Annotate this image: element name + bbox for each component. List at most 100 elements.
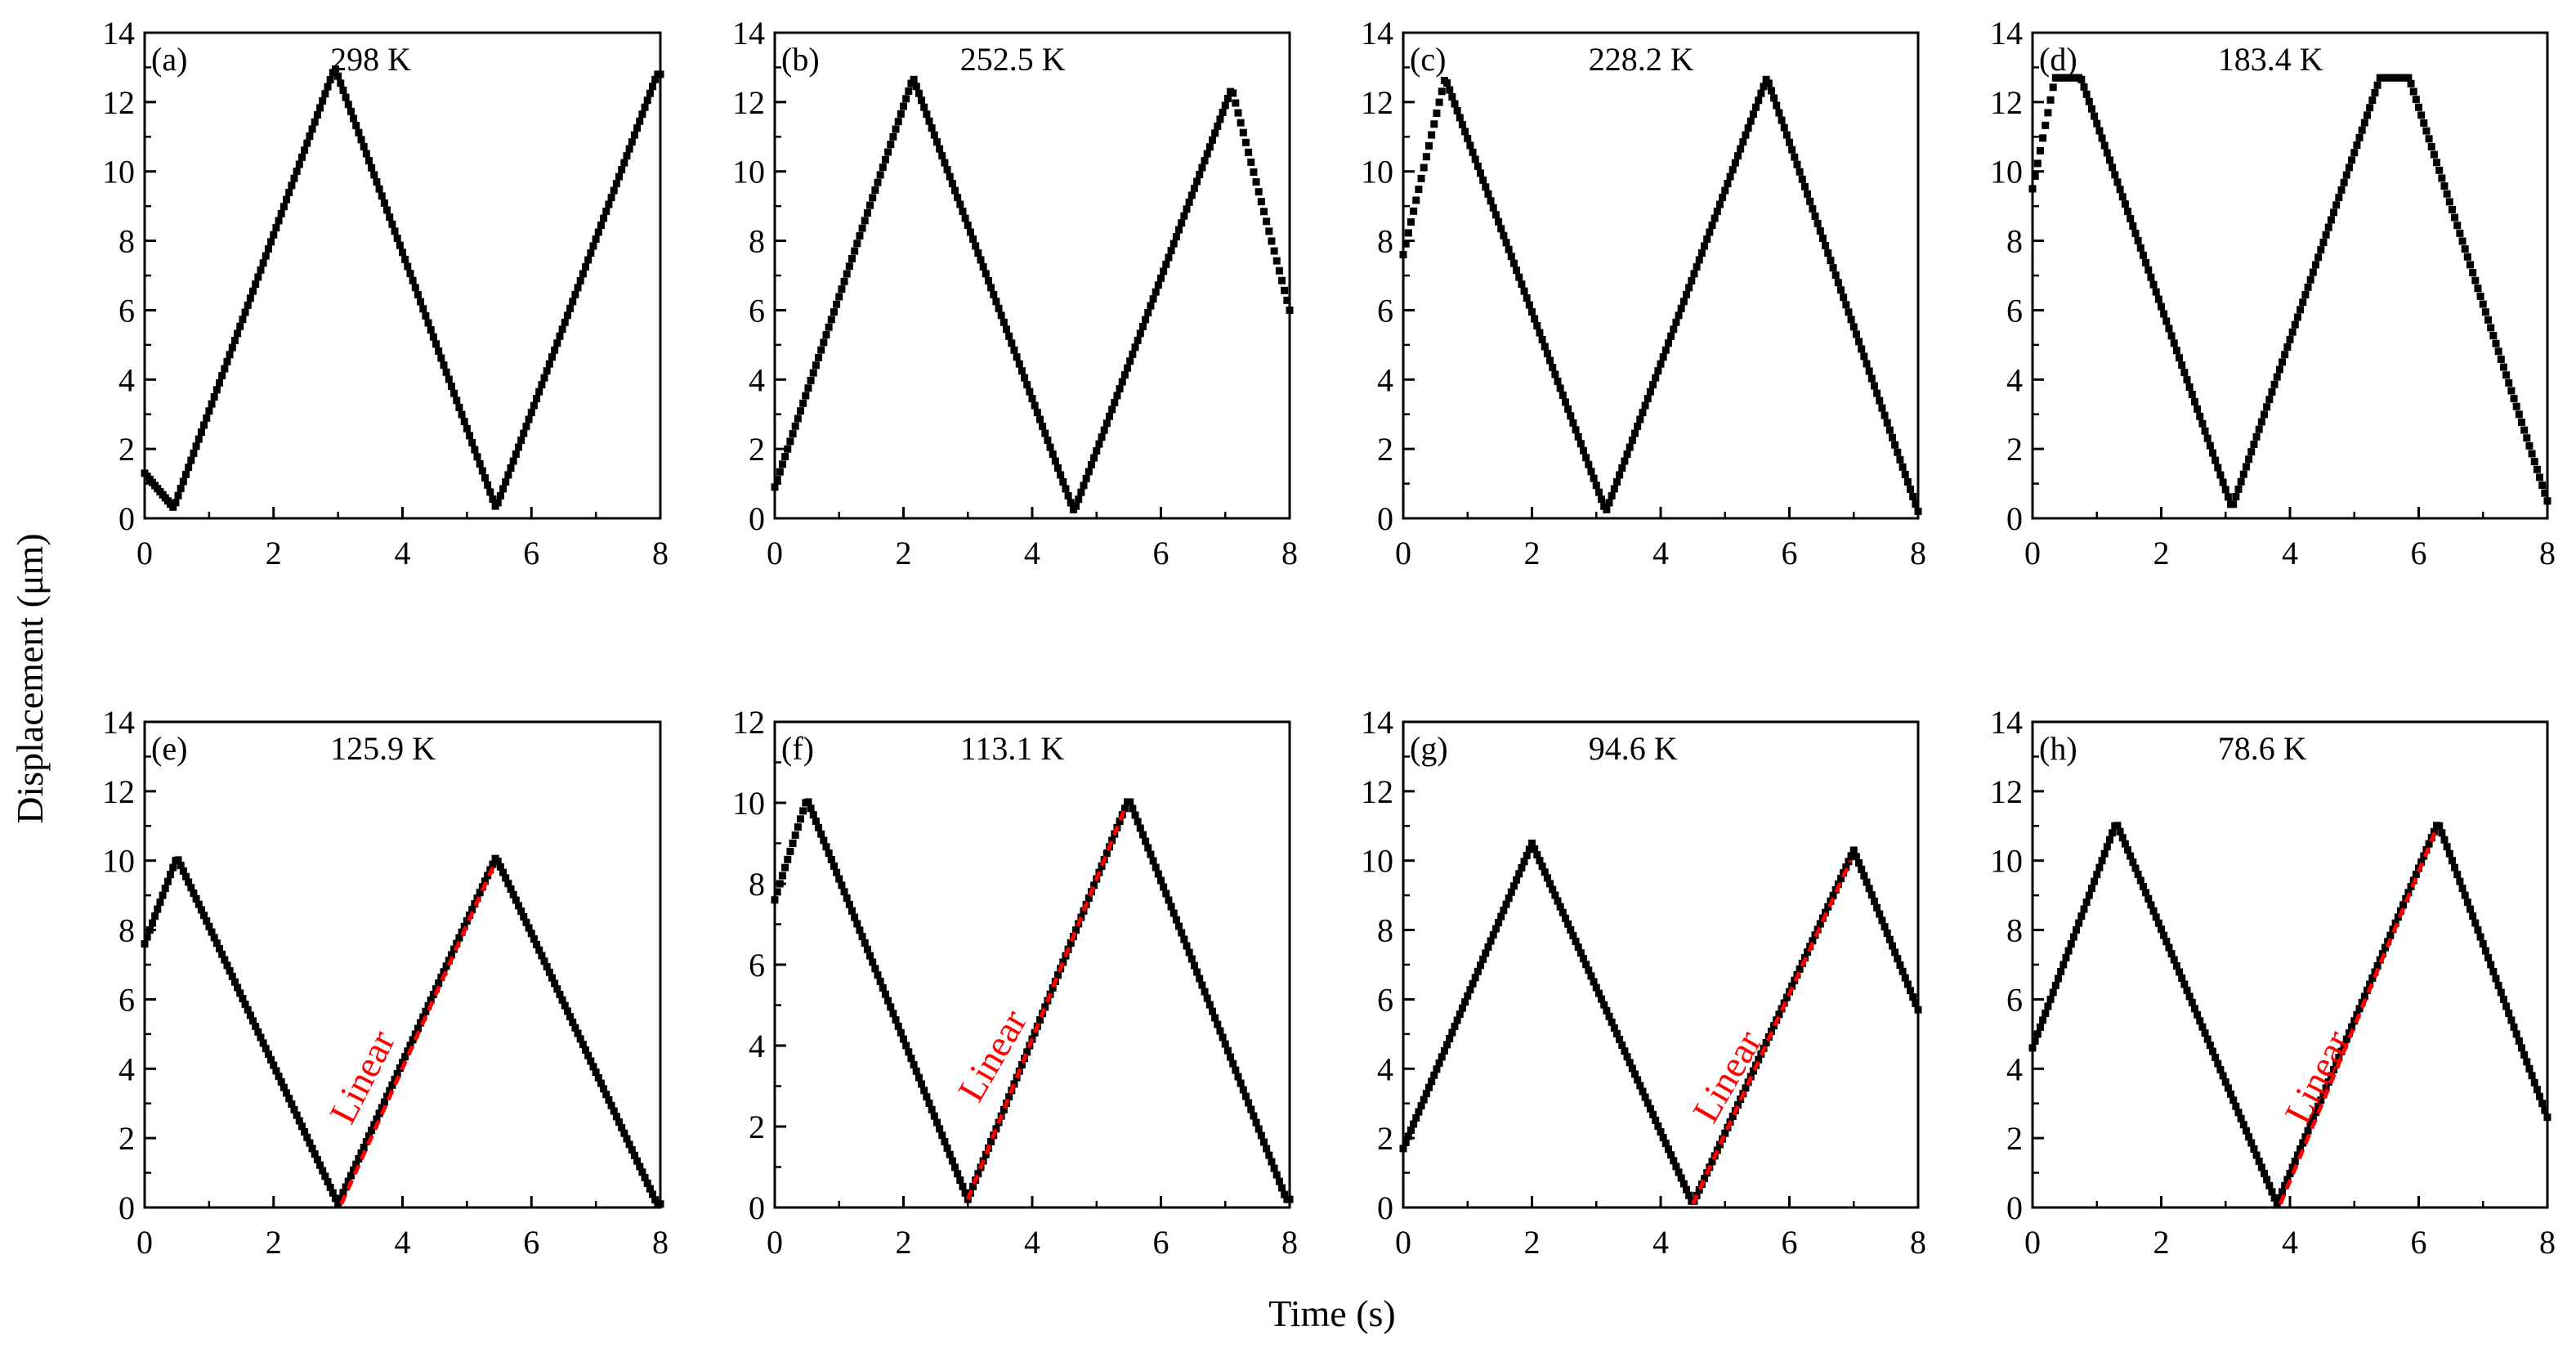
data-point: [2183, 986, 2191, 994]
data-point: [861, 939, 869, 947]
data-point: [851, 247, 859, 255]
data-point: [1672, 318, 1680, 326]
data-point: [230, 337, 239, 345]
data-point: [1677, 1174, 1685, 1182]
data-point: [545, 968, 553, 976]
data-point: [2530, 458, 2538, 466]
data-point: [2342, 171, 2350, 179]
data-point: [1667, 332, 1675, 340]
y-tick-label: 4: [119, 1051, 135, 1087]
data-point: [977, 256, 985, 264]
data-point: [2268, 388, 2276, 396]
data-point: [2237, 477, 2245, 486]
data-point: [1263, 217, 1271, 226]
data-point: [1554, 897, 1562, 905]
data-point: [1491, 925, 1500, 933]
data-point: [548, 353, 556, 361]
data-point: [2144, 894, 2153, 903]
data-point: [1160, 883, 1168, 891]
data-point: [1685, 1191, 1693, 1199]
data-point: [2247, 1139, 2256, 1147]
data-point: [1679, 298, 1688, 306]
data-point: [2216, 1065, 2225, 1073]
data-point: [1209, 136, 1216, 144]
data-point: [1829, 264, 1837, 272]
data-point: [2461, 891, 2469, 899]
data-point: [2229, 500, 2238, 508]
data-point: [334, 72, 342, 80]
data-point: [1098, 433, 1106, 441]
data-point: [566, 304, 575, 312]
data-point: [907, 1055, 915, 1063]
data-point: [874, 971, 882, 979]
data-point: [636, 117, 644, 125]
data-point: [2224, 1084, 2232, 1092]
data-point: [404, 1047, 412, 1055]
data-point: [833, 868, 841, 876]
data-point: [272, 1067, 280, 1075]
plot-frame: [143, 720, 662, 1209]
data-point: [907, 79, 915, 87]
data-point: [1509, 882, 1518, 890]
data-point: [1098, 862, 1106, 870]
data-point: [177, 862, 185, 870]
data-point: [386, 213, 394, 222]
data-point: [1185, 198, 1193, 206]
y-tick-label: 12: [102, 84, 135, 121]
data-point: [1118, 378, 1126, 386]
data-point: [628, 1146, 636, 1154]
data-point: [383, 1092, 391, 1100]
data-point: [2476, 292, 2484, 300]
data-point: [2170, 339, 2178, 347]
data-point: [484, 871, 492, 880]
data-point: [623, 152, 631, 160]
data-point: [2288, 1163, 2296, 1172]
data-point: [618, 1123, 626, 1131]
data-point: [259, 259, 267, 267]
data-point: [2360, 119, 2368, 127]
data-point: [943, 1144, 951, 1152]
data-point: [388, 220, 396, 228]
data-point: [592, 235, 600, 243]
data-point: [2142, 889, 2150, 897]
data-point: [1108, 405, 1116, 414]
data-point: [1157, 876, 1165, 885]
data-point: [1876, 396, 1884, 405]
data-point: [2314, 253, 2323, 262]
x-tick-label: 2: [896, 535, 912, 571]
data-point: [817, 346, 825, 354]
data-point: [463, 916, 471, 925]
y-tick-label: 0: [119, 1189, 135, 1226]
data-point: [1278, 276, 1286, 284]
data-point: [2149, 907, 2158, 915]
data-point: [1870, 897, 1878, 905]
data-point: [1634, 423, 1642, 431]
data-point: [853, 240, 861, 248]
data-point: [941, 159, 949, 167]
data-point: [172, 499, 180, 507]
data-point: [455, 934, 463, 942]
data-point: [1420, 164, 1428, 172]
data-point: [1770, 94, 1778, 102]
data-point: [2154, 919, 2162, 927]
data-point: [2541, 489, 2549, 497]
data-point: [303, 1133, 311, 1141]
data-point: [419, 1013, 427, 1021]
data-point: [1721, 1129, 1729, 1137]
data-point: [1077, 488, 1085, 496]
data-point: [145, 926, 154, 934]
data-point: [923, 110, 931, 119]
data-point: [1582, 961, 1590, 969]
data-point: [563, 1007, 571, 1015]
data-point: [1762, 1038, 1770, 1046]
data-point: [1010, 346, 1018, 354]
data-point: [625, 1140, 633, 1149]
data-point: [656, 70, 664, 78]
x-tick-label: 0: [767, 1224, 783, 1261]
data-point: [1046, 443, 1054, 451]
data-point: [210, 934, 218, 942]
data-point: [409, 276, 417, 284]
data-point: [1059, 958, 1067, 966]
data-point: [1247, 158, 1255, 166]
